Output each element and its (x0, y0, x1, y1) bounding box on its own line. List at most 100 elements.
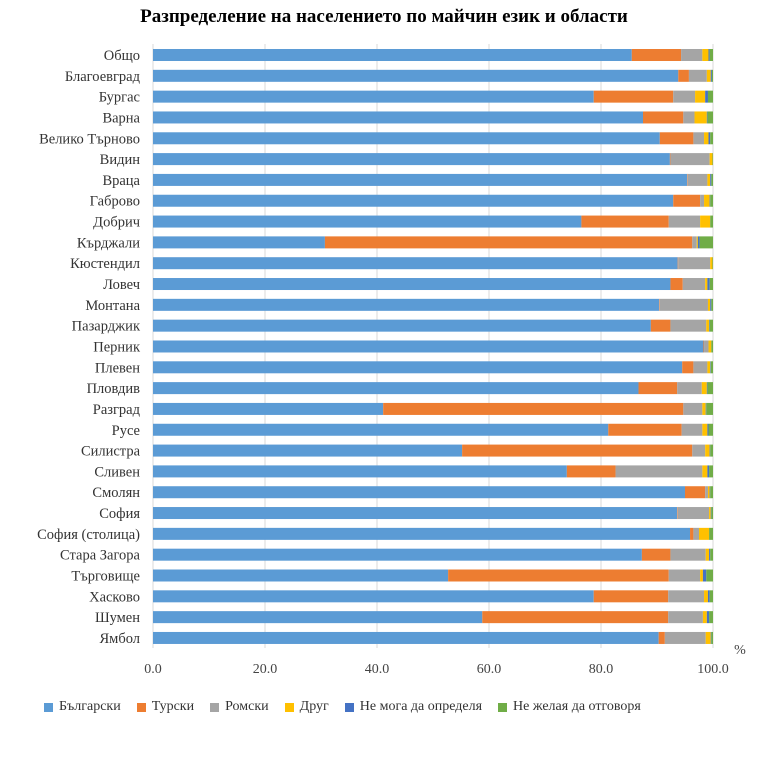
bar-segment (153, 90, 594, 103)
bar-segment (707, 173, 711, 186)
bar-segment (711, 340, 713, 353)
bar-segment (670, 153, 710, 166)
bar-segment (153, 49, 632, 61)
bar-segment (706, 69, 711, 82)
bar-segment (703, 340, 705, 353)
bar-segment (711, 507, 713, 520)
chart-title: Разпределение на населението по майчин е… (140, 6, 628, 27)
bar-segment (677, 257, 679, 270)
bar-segment (566, 465, 616, 478)
bar-segment (709, 194, 711, 207)
bar-segment (153, 402, 384, 415)
bar-segment (153, 298, 660, 311)
bar-segment (669, 153, 671, 166)
bar-segment (708, 49, 710, 61)
bar-segment (711, 69, 713, 82)
bar-segment (710, 215, 713, 228)
bar-segment (710, 444, 713, 457)
category-label: Добрич (93, 215, 140, 231)
legend-label: Друг (299, 699, 329, 714)
category-label: Кърджали (77, 235, 140, 251)
bar-segment (153, 215, 582, 228)
legend-swatch (210, 702, 220, 712)
bar-segment (702, 49, 709, 61)
bar-segment (710, 361, 711, 374)
bar-segment (153, 278, 671, 291)
bar-segment (707, 278, 710, 291)
bar-segment (678, 257, 711, 270)
bar-segment (673, 194, 701, 207)
bar-segment (702, 611, 707, 624)
bar-segment (482, 611, 669, 624)
bar-segment (709, 153, 713, 166)
bar-segment (712, 257, 713, 270)
bar-segment (153, 340, 704, 353)
bar-segment (710, 298, 712, 311)
bar-segment (153, 111, 643, 124)
legend-swatch (136, 702, 146, 712)
bar-segment (701, 382, 707, 395)
bar-segment (709, 444, 711, 457)
bar-segment (700, 569, 703, 582)
bar-segment (706, 111, 708, 124)
bar-segment (710, 548, 713, 561)
bar-segment (693, 132, 705, 145)
bar-segment (670, 319, 707, 332)
bar-segment (631, 49, 682, 61)
bar-segment (659, 298, 708, 311)
bar-segment (705, 486, 708, 499)
bar-segment (710, 173, 712, 186)
bar-segment (708, 340, 712, 353)
bar-segment (593, 590, 669, 603)
legend-label: Турски (151, 699, 195, 714)
bar-segment (677, 507, 710, 520)
bar-segment (707, 423, 709, 436)
bar-segment (710, 486, 713, 499)
bar-segment (707, 90, 713, 103)
bar-segment (659, 298, 660, 311)
bar-segment (153, 257, 678, 270)
legend-swatch (284, 702, 294, 712)
bar-segment (709, 548, 711, 561)
category-label: Пазарджик (72, 319, 141, 335)
bar-segment (673, 90, 696, 103)
bar-segment (153, 423, 609, 436)
bar-segment (688, 69, 707, 82)
category-label: Разград (93, 402, 141, 418)
bar-segment (668, 215, 701, 228)
bar-segment (710, 507, 712, 520)
bar-segment (707, 465, 710, 478)
category-label: Перник (93, 339, 141, 355)
bar-segment (708, 423, 713, 436)
category-label: София (99, 506, 140, 522)
category-label: Бургас (99, 90, 140, 106)
bar-segment (687, 173, 688, 186)
bar-segment (707, 111, 713, 124)
x-tick-label: 20.0 (253, 662, 278, 677)
category-label: Смолян (92, 485, 140, 501)
bar-segment (709, 611, 713, 624)
x-tick-label: 40.0 (365, 662, 390, 677)
bar-segment (711, 298, 713, 311)
bar-segment (153, 611, 483, 624)
category-label: Шумен (95, 610, 140, 626)
legend-item: Български (44, 699, 121, 715)
bar-segment (704, 340, 709, 353)
category-label: Силистра (81, 444, 141, 460)
bar-segment (709, 465, 713, 478)
bar-segment (690, 527, 694, 540)
legend: Български Турски Ромски Друг Не мога да опре… (44, 699, 641, 715)
bar-segment (650, 319, 671, 332)
category-label: Кюстендил (70, 256, 140, 272)
bar-segment (668, 590, 705, 603)
bar-segment (692, 236, 697, 249)
bar-segment (153, 527, 691, 540)
bar-segment (700, 215, 711, 228)
bar-segment (705, 402, 707, 415)
bar-segment (706, 611, 710, 624)
bar-segment (711, 631, 713, 644)
bar-segment (668, 569, 701, 582)
bar-segment (712, 153, 713, 166)
bar-segment (702, 402, 706, 415)
